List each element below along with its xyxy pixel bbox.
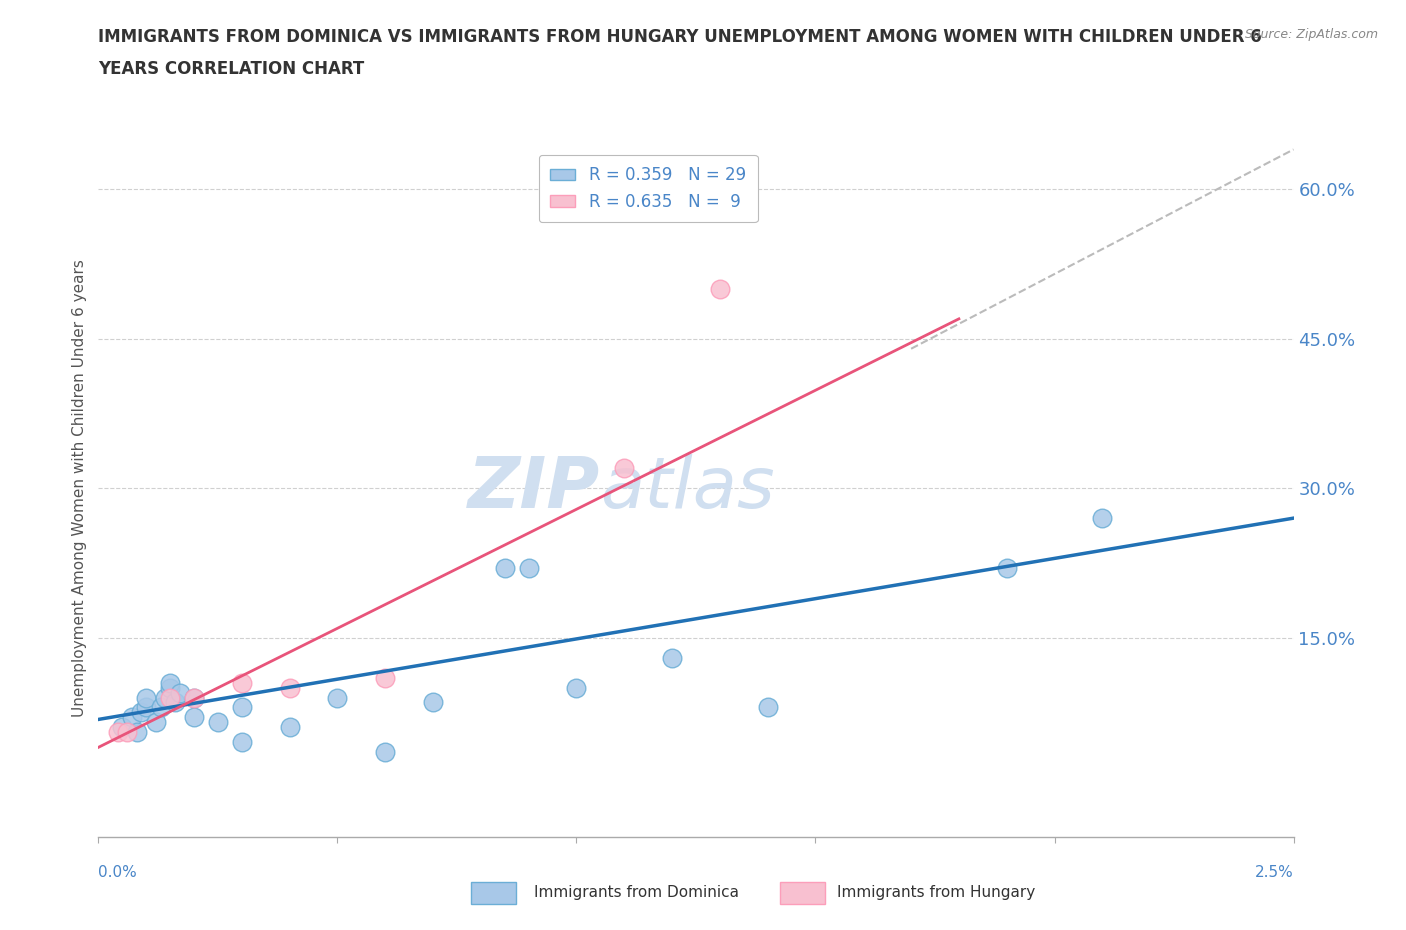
Point: [121, 710, 143, 724]
Point: [494, 561, 516, 576]
Point: [1091, 511, 1114, 525]
Point: [278, 680, 301, 695]
Point: [183, 710, 205, 724]
Text: 2.5%: 2.5%: [1254, 865, 1294, 880]
Point: [183, 690, 205, 705]
Point: [135, 690, 157, 705]
Point: [111, 720, 134, 735]
Point: [163, 695, 186, 710]
Point: [756, 700, 779, 715]
Point: [149, 700, 172, 715]
Text: IMMIGRANTS FROM DOMINICA VS IMMIGRANTS FROM HUNGARY UNEMPLOYMENT AMONG WOMEN WIT: IMMIGRANTS FROM DOMINICA VS IMMIGRANTS F…: [98, 28, 1263, 46]
Point: [155, 690, 177, 705]
Point: [517, 561, 540, 576]
Point: [995, 561, 1018, 576]
Point: [135, 700, 157, 715]
Point: [183, 690, 205, 705]
Point: [169, 685, 191, 700]
Text: Immigrants from Dominica: Immigrants from Dominica: [534, 885, 740, 900]
Point: [231, 700, 253, 715]
Point: [145, 715, 167, 730]
Point: [278, 720, 301, 735]
Text: 0.0%: 0.0%: [98, 865, 138, 880]
Point: [115, 725, 138, 740]
Point: [107, 725, 129, 740]
Point: [422, 695, 444, 710]
Point: [125, 725, 148, 740]
Text: Source: ZipAtlas.com: Source: ZipAtlas.com: [1244, 28, 1378, 41]
Point: [159, 680, 181, 695]
Text: atlas: atlas: [600, 454, 775, 523]
Text: YEARS CORRELATION CHART: YEARS CORRELATION CHART: [98, 60, 364, 78]
Point: [159, 675, 181, 690]
Point: [374, 745, 396, 760]
Y-axis label: Unemployment Among Women with Children Under 6 years: Unemployment Among Women with Children U…: [72, 259, 87, 717]
Point: [131, 705, 153, 720]
Point: [231, 735, 253, 750]
Text: Immigrants from Hungary: Immigrants from Hungary: [837, 885, 1035, 900]
Point: [207, 715, 229, 730]
Point: [374, 671, 396, 685]
Point: [326, 690, 349, 705]
Text: ZIP: ZIP: [468, 454, 600, 523]
Point: [709, 282, 731, 297]
Point: [231, 675, 253, 690]
Legend: R = 0.359   N = 29, R = 0.635   N =  9: R = 0.359 N = 29, R = 0.635 N = 9: [538, 154, 758, 222]
Point: [661, 650, 683, 665]
Point: [613, 461, 636, 476]
Point: [159, 690, 181, 705]
Point: [565, 680, 588, 695]
